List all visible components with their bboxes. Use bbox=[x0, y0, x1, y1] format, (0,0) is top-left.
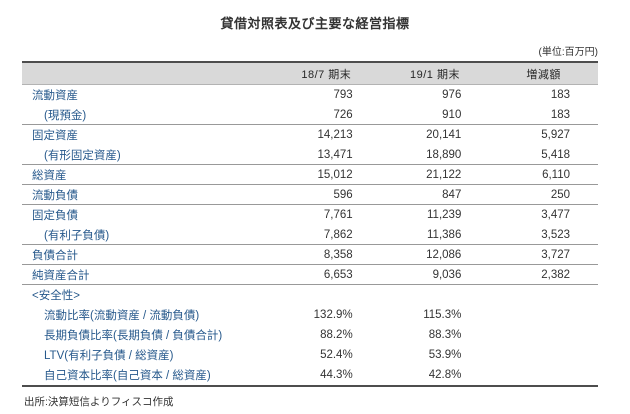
cell-change: 6,110 bbox=[542, 168, 571, 181]
row-label: 自己資本比率(自己資本 / 総資産) bbox=[44, 370, 211, 382]
cell-18-7: 14,213 bbox=[317, 129, 353, 141]
row-label: <安全性> bbox=[32, 290, 80, 302]
cell-19-1: 115.3% bbox=[423, 309, 462, 321]
row-label: 総資産 bbox=[32, 169, 67, 182]
cell-19-1: 88.3% bbox=[428, 329, 462, 341]
table-row: 長期負債比率(長期負債 / 負債合計) 88.2% 88.3% bbox=[22, 325, 598, 345]
row-label: (現預金) bbox=[44, 109, 87, 122]
cell-change: 5,418 bbox=[541, 148, 571, 161]
table-row: 流動比率(流動資産 / 流動負債) 132.9% 115.3% bbox=[22, 305, 598, 325]
cell-18-7: 88.2% bbox=[320, 329, 353, 341]
row-label: 純資産合計 bbox=[32, 269, 90, 282]
row-label: LTV(有利子負債 / 総資産) bbox=[44, 350, 174, 362]
cell-19-1: 53.9% bbox=[428, 349, 462, 361]
cell-18-7: 6,653 bbox=[323, 268, 353, 281]
cell-18-7: 44.3% bbox=[320, 369, 353, 381]
row-label: 流動負債 bbox=[32, 189, 78, 202]
cell-18-7: 596 bbox=[333, 188, 353, 201]
cell-19-1: 976 bbox=[442, 89, 462, 101]
cell-18-7: 7,862 bbox=[323, 228, 353, 241]
cell-change: 183 bbox=[550, 89, 571, 101]
cell-18-7: 15,012 bbox=[317, 168, 353, 181]
cell-change: 3,523 bbox=[541, 228, 571, 241]
table-row: 総資産 15,012 21,122 6,110 bbox=[22, 165, 598, 185]
table-row: (現預金) 726 910 183 bbox=[22, 105, 598, 125]
header-col-18-7: 18/7 期末 bbox=[301, 68, 352, 81]
cell-19-1: 42.8% bbox=[428, 369, 462, 381]
cell-18-7: 7,761 bbox=[323, 209, 353, 221]
table-row: LTV(有利子負債 / 総資産) 52.4% 53.9% bbox=[22, 345, 598, 365]
cell-19-1: 18,890 bbox=[426, 148, 462, 161]
header-col-19-1: 19/1 期末 bbox=[410, 68, 460, 81]
table-row: 流動負債 596 847 250 bbox=[22, 185, 598, 205]
table-row: 流動資産 793 976 183 bbox=[22, 85, 598, 105]
row-label: (有利子負債) bbox=[44, 229, 110, 242]
table-header-row: 18/7 期末 19/1 期末 増減額 bbox=[22, 63, 598, 85]
cell-18-7: 52.4% bbox=[320, 349, 353, 361]
row-label: 負債合計 bbox=[32, 249, 78, 262]
unit-note: (単位:百万円) bbox=[538, 47, 598, 58]
row-label: (有形固定資産) bbox=[44, 149, 121, 162]
cell-change: 183 bbox=[550, 108, 571, 121]
table-row: 自己資本比率(自己資本 / 総資産) 44.3% 42.8% bbox=[22, 365, 598, 385]
cell-19-1: 21,122 bbox=[426, 168, 462, 181]
table-row: <安全性> bbox=[22, 285, 598, 305]
table-body: 流動資産 793 976 183 (現預金) 726 910 183 固定資産 … bbox=[22, 85, 598, 385]
cell-change: 5,927 bbox=[541, 129, 571, 141]
table-row: 固定資産 14,213 20,141 5,927 bbox=[22, 125, 598, 145]
cell-19-1: 20,141 bbox=[426, 129, 462, 141]
cell-18-7: 793 bbox=[333, 89, 353, 101]
cell-19-1: 847 bbox=[442, 188, 462, 201]
cell-19-1: 12,086 bbox=[426, 248, 462, 261]
table-row: 負債合計 8,358 12,086 3,727 bbox=[22, 245, 598, 265]
cell-19-1: 9,036 bbox=[432, 268, 462, 281]
row-label: 長期負債比率(長期負債 / 負債合計) bbox=[44, 330, 223, 342]
cell-18-7: 8,358 bbox=[323, 248, 353, 261]
table-row: 固定負債 7,761 11,239 3,477 bbox=[22, 205, 598, 225]
table-row: (有利子負債) 7,862 11,386 3,523 bbox=[22, 225, 598, 245]
table-row: (有形固定資産) 13,471 18,890 5,418 bbox=[22, 145, 598, 165]
row-label: 固定負債 bbox=[32, 210, 78, 222]
cell-19-1: 910 bbox=[442, 108, 462, 121]
page-title: 貸借対照表及び主要な経営指標 bbox=[220, 16, 410, 31]
cell-18-7: 132.9% bbox=[313, 309, 353, 321]
cell-19-1: 11,239 bbox=[427, 209, 462, 221]
source-note: 出所:決算短信よりフィスコ作成 bbox=[24, 396, 174, 408]
row-label: 流動資産 bbox=[32, 90, 78, 102]
header-col-change: 増減額 bbox=[526, 68, 561, 81]
cell-change: 3,477 bbox=[541, 209, 571, 221]
cell-change: 250 bbox=[550, 188, 571, 201]
cell-19-1: 11,386 bbox=[427, 228, 462, 241]
balance-sheet-table: 18/7 期末 19/1 期末 増減額 流動資産 793 976 183 (現預… bbox=[22, 61, 598, 387]
row-label: 流動比率(流動資産 / 流動負債) bbox=[44, 310, 200, 322]
cell-18-7: 13,471 bbox=[317, 148, 353, 161]
cell-change: 3,727 bbox=[541, 248, 571, 261]
cell-change: 2,382 bbox=[541, 268, 571, 281]
row-label: 固定資産 bbox=[32, 130, 78, 142]
table-row: 純資産合計 6,653 9,036 2,382 bbox=[22, 265, 598, 285]
cell-18-7: 726 bbox=[333, 108, 353, 121]
